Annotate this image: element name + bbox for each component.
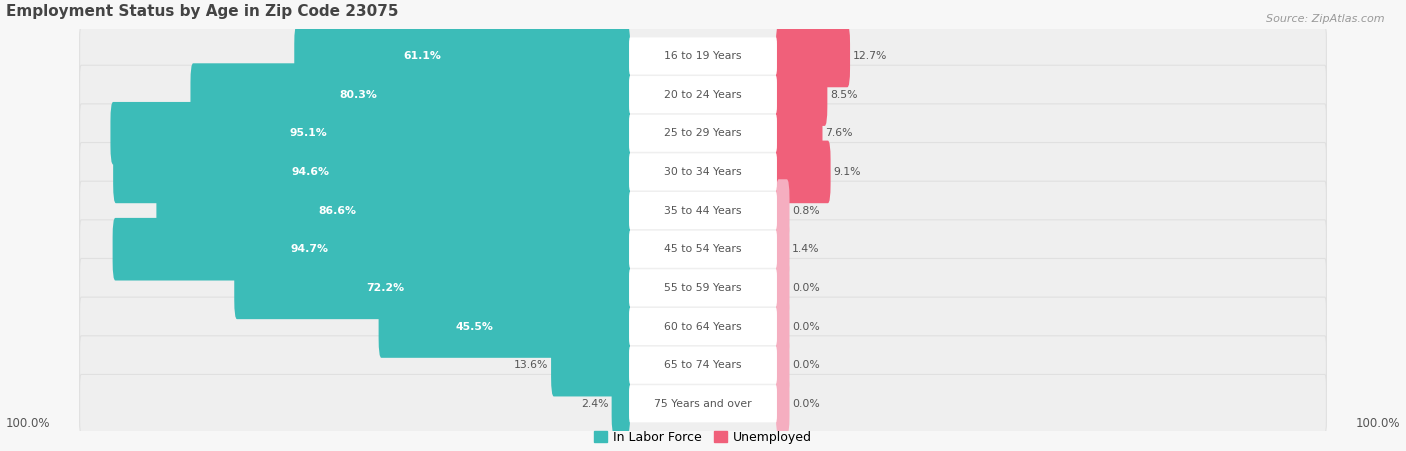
Text: 13.6%: 13.6% <box>515 360 548 370</box>
FancyBboxPatch shape <box>111 102 630 165</box>
FancyBboxPatch shape <box>776 257 790 319</box>
FancyBboxPatch shape <box>628 37 778 74</box>
Text: 86.6%: 86.6% <box>318 206 356 216</box>
Text: Employment Status by Age in Zip Code 23075: Employment Status by Age in Zip Code 230… <box>6 4 398 19</box>
Text: 72.2%: 72.2% <box>366 283 405 293</box>
Text: 65 to 74 Years: 65 to 74 Years <box>664 360 742 370</box>
FancyBboxPatch shape <box>628 269 778 306</box>
FancyBboxPatch shape <box>80 336 1326 395</box>
Text: 30 to 34 Years: 30 to 34 Years <box>664 167 742 177</box>
Text: 61.1%: 61.1% <box>404 51 441 61</box>
Text: 94.7%: 94.7% <box>291 244 329 254</box>
FancyBboxPatch shape <box>80 181 1326 240</box>
FancyBboxPatch shape <box>112 218 630 281</box>
FancyBboxPatch shape <box>80 297 1326 356</box>
FancyBboxPatch shape <box>628 308 778 345</box>
FancyBboxPatch shape <box>551 334 630 396</box>
Text: 0.0%: 0.0% <box>792 322 820 331</box>
FancyBboxPatch shape <box>776 334 790 396</box>
FancyBboxPatch shape <box>776 373 790 435</box>
Text: 55 to 59 Years: 55 to 59 Years <box>664 283 742 293</box>
Text: 80.3%: 80.3% <box>339 90 377 100</box>
Text: 0.8%: 0.8% <box>792 206 820 216</box>
FancyBboxPatch shape <box>80 143 1326 201</box>
Text: 1.4%: 1.4% <box>792 244 820 254</box>
Text: 60 to 64 Years: 60 to 64 Years <box>664 322 742 331</box>
Text: 45 to 54 Years: 45 to 54 Years <box>664 244 742 254</box>
FancyBboxPatch shape <box>776 141 831 203</box>
Text: 0.0%: 0.0% <box>792 399 820 409</box>
FancyBboxPatch shape <box>294 25 630 87</box>
FancyBboxPatch shape <box>80 104 1326 163</box>
FancyBboxPatch shape <box>628 385 778 422</box>
Text: 0.0%: 0.0% <box>792 283 820 293</box>
Text: 0.0%: 0.0% <box>792 360 820 370</box>
FancyBboxPatch shape <box>80 258 1326 317</box>
FancyBboxPatch shape <box>628 230 778 268</box>
FancyBboxPatch shape <box>235 257 630 319</box>
Text: 2.4%: 2.4% <box>582 399 609 409</box>
Text: 8.5%: 8.5% <box>830 90 858 100</box>
Text: 45.5%: 45.5% <box>456 322 494 331</box>
Text: 7.6%: 7.6% <box>825 128 852 138</box>
Text: 100.0%: 100.0% <box>6 417 51 430</box>
FancyBboxPatch shape <box>80 374 1326 433</box>
Text: 100.0%: 100.0% <box>1355 417 1400 430</box>
FancyBboxPatch shape <box>378 295 630 358</box>
Text: 95.1%: 95.1% <box>290 128 328 138</box>
FancyBboxPatch shape <box>776 218 790 281</box>
FancyBboxPatch shape <box>80 27 1326 85</box>
Text: 20 to 24 Years: 20 to 24 Years <box>664 90 742 100</box>
Legend: In Labor Force, Unemployed: In Labor Force, Unemployed <box>589 426 817 449</box>
FancyBboxPatch shape <box>112 141 630 203</box>
Text: 75 Years and over: 75 Years and over <box>654 399 752 409</box>
FancyBboxPatch shape <box>628 76 778 113</box>
FancyBboxPatch shape <box>628 347 778 384</box>
Text: 35 to 44 Years: 35 to 44 Years <box>664 206 742 216</box>
FancyBboxPatch shape <box>628 192 778 229</box>
FancyBboxPatch shape <box>776 63 827 126</box>
Text: 12.7%: 12.7% <box>853 51 887 61</box>
FancyBboxPatch shape <box>628 115 778 152</box>
FancyBboxPatch shape <box>628 153 778 190</box>
FancyBboxPatch shape <box>612 373 630 435</box>
Text: 16 to 19 Years: 16 to 19 Years <box>664 51 742 61</box>
Text: 9.1%: 9.1% <box>834 167 860 177</box>
FancyBboxPatch shape <box>776 25 851 87</box>
Text: 25 to 29 Years: 25 to 29 Years <box>664 128 742 138</box>
FancyBboxPatch shape <box>776 179 790 242</box>
Text: Source: ZipAtlas.com: Source: ZipAtlas.com <box>1267 14 1385 23</box>
FancyBboxPatch shape <box>776 295 790 358</box>
FancyBboxPatch shape <box>80 65 1326 124</box>
Text: 94.6%: 94.6% <box>291 167 329 177</box>
FancyBboxPatch shape <box>190 63 630 126</box>
FancyBboxPatch shape <box>156 179 630 242</box>
FancyBboxPatch shape <box>776 102 823 165</box>
FancyBboxPatch shape <box>80 220 1326 279</box>
